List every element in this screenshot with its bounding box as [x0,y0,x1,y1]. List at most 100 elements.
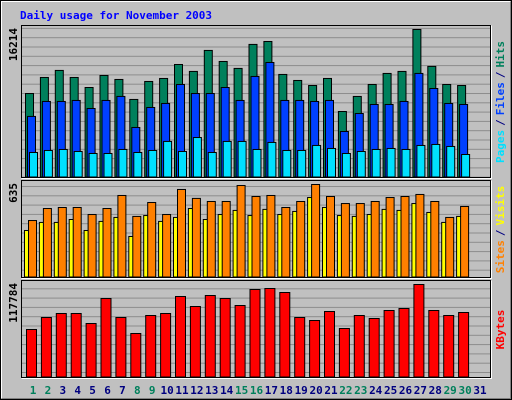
bar [416,144,426,178]
x-tick-label: 5 [89,384,96,397]
bar [430,200,440,278]
bar [326,196,335,278]
bar [251,196,261,278]
bar [460,205,470,278]
bar [117,194,127,278]
bar [370,200,380,278]
bar [341,152,351,178]
legend: KBytes [494,310,507,350]
x-tick-label: 22 [339,384,352,397]
x-tick-label: 6 [104,384,111,397]
legend-separator: / [494,229,507,236]
bar [163,140,173,178]
x-tick-label: 23 [354,384,367,397]
bar [178,150,187,178]
x-tick-label: 3 [59,384,66,397]
bar [87,214,97,278]
x-tick-label: 25 [384,384,397,397]
bar [252,148,262,178]
x-tick-label: 20 [309,384,322,397]
bar [100,298,112,378]
x-tick-label: 8 [134,384,141,397]
bar [383,309,395,378]
x-tick-label: 7 [119,384,126,397]
bar [266,194,276,278]
bar [368,318,380,378]
bar [236,185,246,278]
bar [73,150,83,178]
bar [446,145,456,178]
bar [237,140,247,178]
bar [309,320,321,378]
bar [371,148,381,178]
x-tick-label: 30 [458,384,471,397]
bar [160,312,172,378]
x-tick-label: 15 [235,384,248,397]
bar [145,315,157,378]
bar [204,295,216,378]
bar [428,309,440,378]
legend-entry: Pages [494,130,507,163]
bar [29,151,38,178]
bar [340,203,350,278]
x-tick-label: 13 [205,384,218,397]
x-tick-label: 21 [324,384,338,397]
bar [356,150,366,178]
bar [206,200,216,278]
bar [103,152,113,178]
x-tick-label: 14 [220,384,234,397]
bar [297,149,307,178]
x-tick-label: 18 [280,384,293,397]
bar [279,292,291,378]
legend-separator: / [494,119,507,126]
bar [249,289,261,378]
bar [175,295,186,378]
bar [282,149,292,178]
bar [26,329,37,378]
bar [28,220,37,278]
plot-bevel [21,280,492,379]
x-tick-label: 27 [414,384,427,397]
bar [189,306,201,378]
x-tick-label: 26 [399,384,413,397]
bar [148,149,158,178]
bar [192,137,202,178]
bar [40,316,52,378]
bar [338,327,350,378]
bar [115,316,127,378]
bar [118,148,128,178]
bar [445,216,455,278]
bar [355,203,365,278]
legend-entry: Files [494,82,507,115]
bar [85,323,97,378]
bar [312,144,322,178]
bar [102,208,112,278]
bar [401,148,411,178]
x-tick-label: 4 [74,384,81,397]
bar [42,208,52,278]
x-tick-label: 19 [295,384,308,397]
bar [311,184,321,278]
bar [133,151,143,178]
legend-entry: Sites [494,240,507,273]
bar [415,193,425,278]
x-tick-label: 12 [190,384,203,397]
y-tick-label: 16214 [7,28,20,61]
plot-bevel [21,180,492,279]
bar [58,148,68,178]
x-tick-label: 17 [265,384,278,397]
x-tick-label: 24 [369,384,383,397]
x-tick-label: 1 [30,384,37,397]
chart-title: Daily usage for November 2003 [20,9,212,22]
bar [222,140,232,178]
legend-separator: / [494,71,507,78]
bar [386,147,396,178]
x-tick-label: 29 [444,384,457,397]
bar [234,304,246,378]
legend-entry: Visits [494,186,507,226]
bar [443,315,455,378]
bar [191,197,201,278]
bar [57,206,67,278]
